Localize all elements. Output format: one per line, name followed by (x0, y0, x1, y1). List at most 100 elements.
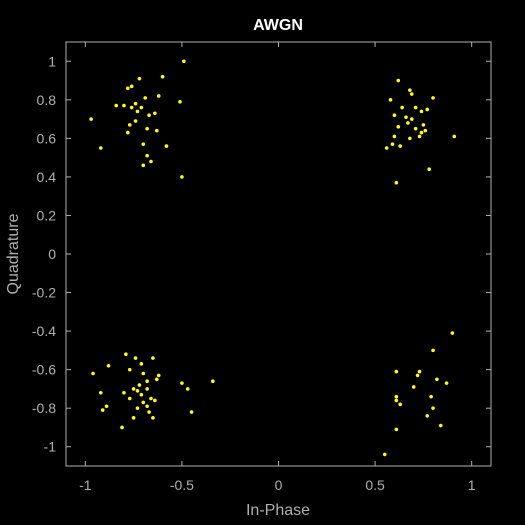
data-point (409, 92, 414, 96)
data-point (178, 99, 182, 104)
data-point (141, 142, 146, 146)
data-point (394, 427, 399, 432)
data-point (100, 408, 105, 412)
data-point (147, 410, 151, 414)
data-point (141, 371, 146, 376)
data-point (98, 390, 103, 395)
data-point (438, 423, 443, 428)
data-point (427, 167, 431, 171)
data-point (139, 105, 144, 110)
data-point (104, 404, 109, 409)
data-point (431, 96, 435, 100)
y-tick-label: -0.4 (32, 323, 56, 339)
x-axis-label: In-Phase (246, 502, 310, 519)
data-point (392, 134, 397, 139)
x-tick-label: 1 (468, 477, 476, 493)
data-point (452, 134, 457, 139)
y-axis: 1 0.8 0.6 0.4 0.2 0 -0.2 -0.4 -0.6 -0.8 -1 (32, 53, 491, 455)
data-point (398, 402, 403, 407)
x-tick-label: 0.5 (365, 477, 385, 493)
data-point (435, 377, 439, 382)
data-point (145, 404, 149, 409)
data-point (211, 379, 215, 384)
data-point (423, 128, 428, 133)
data-point (137, 76, 142, 81)
data-point (384, 146, 389, 150)
x-axis: -1 -0.5 0 0.5 1 (79, 42, 476, 493)
data-point (404, 115, 408, 119)
data-points (89, 59, 457, 457)
data-point (180, 175, 184, 179)
data-point (133, 101, 138, 106)
y-tick-label: -1 (44, 439, 57, 455)
data-point (408, 136, 412, 141)
data-point (120, 425, 124, 430)
data-point (415, 373, 420, 378)
data-point (149, 159, 153, 164)
chart-title: AWGN (253, 17, 303, 34)
data-point (394, 398, 399, 403)
x-tick-label: -1 (79, 477, 92, 493)
data-point (396, 125, 401, 129)
data-point (421, 123, 426, 127)
y-tick-label: 0 (48, 246, 56, 262)
data-point (394, 394, 399, 399)
data-point (431, 348, 435, 353)
data-point (398, 144, 403, 148)
data-point (425, 414, 430, 418)
data-point (164, 144, 169, 148)
data-point (392, 113, 397, 118)
data-point (382, 452, 387, 457)
data-point (425, 107, 430, 112)
data-point (137, 383, 142, 387)
data-point (180, 381, 184, 385)
data-point (89, 117, 93, 121)
data-point (145, 126, 149, 131)
data-point (390, 142, 395, 146)
y-axis-label: Quadrature (5, 213, 22, 294)
data-point (91, 371, 95, 376)
data-point (406, 121, 410, 125)
data-point (145, 379, 149, 384)
y-tick-label: 1 (48, 53, 56, 69)
data-point (98, 146, 103, 150)
data-point (419, 109, 424, 114)
y-tick-label: 0.4 (37, 169, 57, 185)
data-point (419, 130, 424, 135)
data-point (143, 96, 148, 100)
data-point (394, 369, 399, 374)
data-point (156, 373, 161, 378)
data-point (147, 113, 151, 118)
data-point (127, 396, 132, 401)
data-point (431, 406, 435, 410)
data-point (149, 396, 153, 401)
data-point (444, 381, 449, 385)
data-point (145, 387, 149, 391)
data-point (154, 128, 159, 133)
data-point (131, 416, 136, 420)
data-point (122, 390, 126, 395)
data-point (413, 126, 418, 131)
data-point (413, 105, 418, 110)
data-point (126, 130, 130, 135)
data-point (156, 94, 161, 98)
data-point (182, 59, 186, 64)
data-point (189, 410, 194, 414)
data-point (388, 98, 393, 102)
data-point (411, 385, 416, 389)
y-tick-label: -0.8 (32, 400, 56, 416)
x-tick-label: 0 (275, 477, 283, 493)
data-point (129, 84, 134, 89)
data-point (127, 123, 132, 127)
data-point (141, 400, 146, 405)
data-point (160, 74, 165, 79)
data-point (139, 392, 144, 397)
data-point (408, 88, 412, 92)
y-tick-label: 0.8 (37, 92, 57, 108)
data-point (133, 356, 138, 360)
data-point (400, 105, 404, 110)
data-point (131, 387, 136, 391)
